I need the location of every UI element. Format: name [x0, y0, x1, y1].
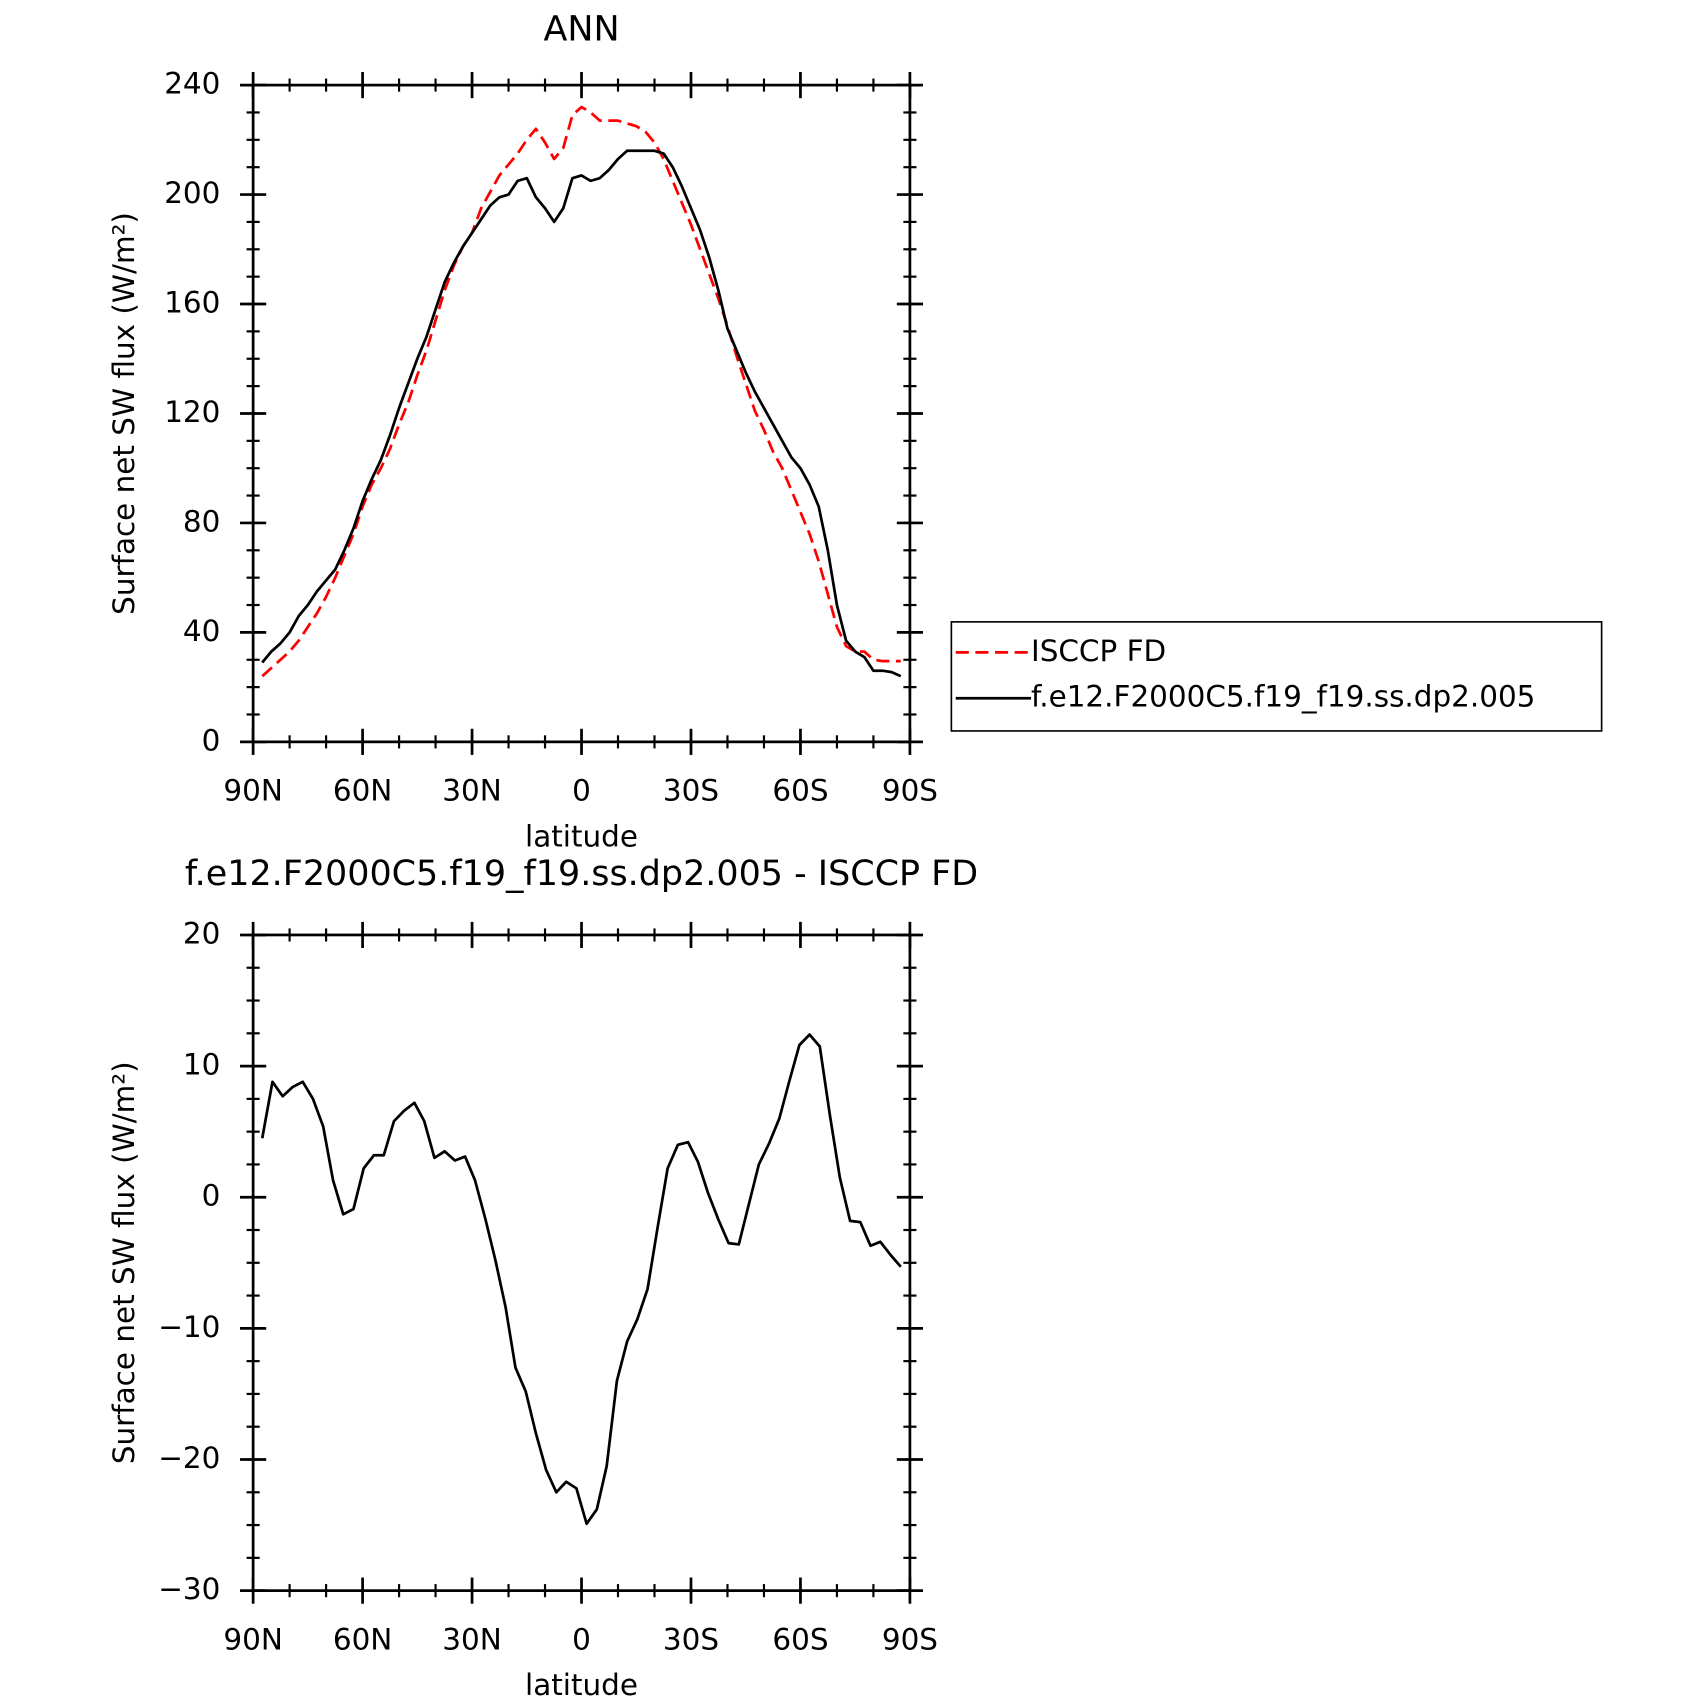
- x-tick-label: 60N: [333, 1622, 392, 1656]
- y-tick-label: 40: [183, 614, 220, 648]
- y-tick-label: 10: [183, 1048, 220, 1082]
- y-tick-label: 20: [183, 916, 220, 950]
- x-tick-label: 30S: [663, 1622, 719, 1656]
- y-tick-label: 200: [164, 176, 220, 210]
- chart-title: ANN: [543, 10, 619, 50]
- x-tick-label: 90N: [223, 1622, 282, 1656]
- x-tick-label: 0: [572, 774, 591, 808]
- x-tick-label: 30N: [442, 774, 501, 808]
- y-tick-label: 240: [164, 67, 220, 101]
- legend-box: [950, 621, 1603, 732]
- x-tick-label: 60S: [772, 1622, 828, 1656]
- legend-label: ISCCP FD: [1031, 634, 1166, 668]
- x-tick-label: 90N: [223, 774, 282, 808]
- y-tick-label: 0: [202, 723, 221, 757]
- y-tick-label: −10: [158, 1310, 220, 1344]
- x-tick-label: 0: [572, 1622, 591, 1656]
- y-tick-label: −20: [158, 1441, 220, 1475]
- y-tick-label: 0: [202, 1179, 221, 1213]
- y-tick-label: 120: [164, 395, 220, 429]
- x-axis-label: latitude: [525, 1668, 638, 1702]
- y-axis-label: Surface net SW flux (W/m²): [107, 1061, 141, 1464]
- y-tick-label: −30: [158, 1572, 220, 1606]
- plot-frame: [251, 83, 912, 744]
- x-tick-label: 30S: [663, 774, 719, 808]
- legend-label: f.e12.F2000C5.f19_f19.ss.dp2.005: [1031, 680, 1535, 714]
- x-tick-label: 90S: [882, 774, 938, 808]
- x-tick-label: 60S: [772, 774, 828, 808]
- chart-title: f.e12.F2000C5.f19_f19.ss.dp2.005 - ISCCP…: [185, 854, 978, 894]
- x-tick-label: 90S: [882, 1622, 938, 1656]
- plot-frame: [251, 933, 912, 1592]
- x-tick-label: 30N: [442, 1622, 501, 1656]
- y-tick-label: 160: [164, 286, 220, 320]
- data-line: [261, 149, 902, 678]
- y-axis-label: Surface net SW flux (W/m²): [107, 212, 141, 615]
- y-tick-label: 80: [183, 504, 220, 538]
- x-tick-label: 60N: [333, 774, 392, 808]
- data-line: [260, 1033, 902, 1526]
- x-axis-label: latitude: [525, 819, 638, 853]
- data-line: [261, 105, 901, 678]
